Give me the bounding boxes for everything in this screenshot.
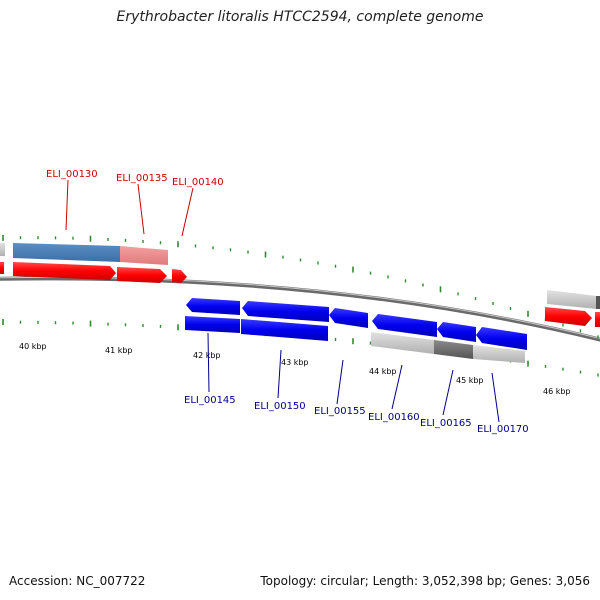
top-label-leaders (65, 179, 194, 237)
bottom-label-leaders (207, 332, 500, 423)
gene-ELI_00145 (186, 298, 240, 315)
gene-label-ELI_00170: ELI_00170 (477, 424, 529, 435)
genome-title: Erythrobacter litoralis HTCC2594, comple… (116, 9, 484, 25)
gene-track-left-edge (0, 243, 5, 274)
kbp-label: 46 kbp (543, 387, 571, 396)
gene-label-ELI_00160: ELI_00160 (368, 412, 420, 423)
gene-ELI_00170 (476, 327, 527, 350)
gene-ELI_00155 (329, 308, 368, 328)
forward-genes[interactable] (13, 262, 187, 283)
gene-label-ELI_00130: ELI_00130 (46, 169, 98, 180)
kbp-label: 43 kbp (281, 358, 309, 367)
gene-ELI_00140 (172, 269, 187, 283)
gene-band-blue-lower (185, 316, 240, 333)
gene-ELI_00135 (117, 267, 167, 283)
gene-label-ELI_00150: ELI_00150 (254, 401, 306, 412)
gene-label-ELI_00155: ELI_00155 (314, 406, 366, 417)
gene-label-ELI_00135: ELI_00135 (116, 173, 168, 184)
gene-label-ELI_00140: ELI_00140 (172, 177, 224, 188)
kbp-label: 45 kbp (456, 376, 484, 385)
gene-track-right-edge[interactable] (545, 290, 600, 327)
gene-ELI_00160 (372, 314, 437, 337)
accession-text: Accession: NC_007722 (9, 574, 146, 588)
topology-text: Topology: circular; Length: 3,052,398 bp… (260, 574, 590, 588)
gene-ELI_00130 (13, 262, 116, 280)
gene-band-upper[interactable] (13, 243, 168, 265)
kbp-label: 44 kbp (369, 367, 397, 376)
top-gene-labels: ELI_00130 ELI_00135 ELI_00140 (46, 169, 224, 188)
reverse-genes[interactable] (185, 298, 527, 350)
kbp-label: 41 kbp (105, 346, 133, 355)
kbp-label: 40 kbp (19, 342, 47, 351)
kbp-label: 42 kbp (193, 351, 221, 360)
gene-ELI_00165 (437, 322, 476, 342)
scale-labels: 40 kbp 41 kbp 42 kbp 43 kbp 44 kbp 45 kb… (19, 342, 571, 396)
bottom-gene-labels: ELI_00145 ELI_00150 ELI_00155 ELI_00160 … (184, 395, 529, 435)
gene-band-grey[interactable] (371, 332, 525, 363)
gene-label-ELI_00145: ELI_00145 (184, 395, 236, 406)
gene-label-ELI_00165: ELI_00165 (420, 418, 472, 429)
tick-track-outer (2, 234, 599, 339)
gene-ELI_00150 (242, 301, 329, 322)
